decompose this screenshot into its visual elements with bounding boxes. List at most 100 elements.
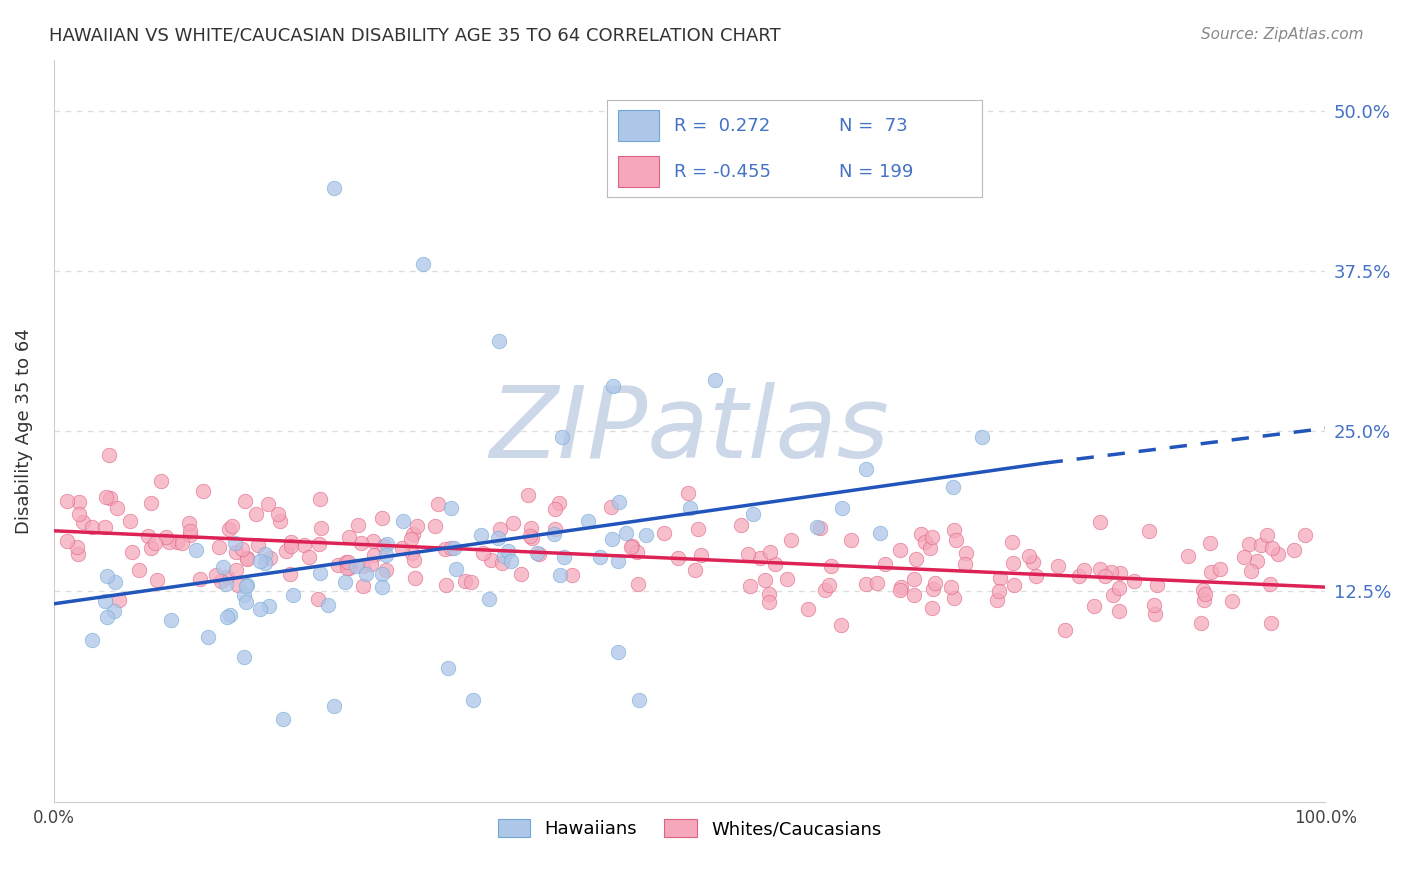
Point bbox=[918, 541, 941, 555]
Point bbox=[166, 535, 188, 549]
Point bbox=[236, 550, 259, 565]
Point bbox=[374, 563, 396, 577]
Point bbox=[274, 544, 297, 558]
Point bbox=[463, 693, 485, 707]
Point bbox=[98, 491, 121, 505]
Point bbox=[434, 542, 457, 557]
Point bbox=[55, 494, 77, 508]
Point bbox=[814, 582, 837, 597]
Point bbox=[218, 522, 240, 536]
Point bbox=[361, 533, 384, 548]
Point bbox=[236, 577, 259, 591]
Point bbox=[245, 508, 267, 522]
Point bbox=[921, 530, 943, 544]
Point bbox=[235, 595, 257, 609]
Point bbox=[921, 601, 943, 615]
Point bbox=[427, 497, 450, 511]
Point bbox=[502, 516, 524, 530]
Point bbox=[214, 577, 236, 591]
Point bbox=[614, 526, 637, 541]
Point bbox=[903, 572, 925, 586]
Point bbox=[683, 563, 706, 577]
Point bbox=[543, 527, 565, 541]
Point bbox=[280, 566, 302, 581]
Point bbox=[806, 520, 828, 534]
Text: ZIPatlas: ZIPatlas bbox=[489, 383, 890, 479]
Point bbox=[225, 544, 247, 558]
Point bbox=[294, 537, 316, 551]
Point bbox=[943, 591, 966, 605]
Point bbox=[758, 545, 780, 559]
Point bbox=[434, 578, 457, 592]
Point bbox=[553, 550, 575, 565]
Point bbox=[344, 559, 367, 574]
Point bbox=[280, 534, 302, 549]
Point bbox=[1194, 587, 1216, 601]
Point bbox=[406, 519, 429, 533]
Point bbox=[678, 500, 700, 515]
Point bbox=[179, 516, 201, 531]
Point bbox=[544, 502, 567, 516]
Point bbox=[1102, 589, 1125, 603]
Legend: Hawaiians, Whites/Caucasians: Hawaiians, Whites/Caucasians bbox=[491, 812, 889, 846]
Point bbox=[606, 553, 628, 567]
Point bbox=[1108, 604, 1130, 618]
Point bbox=[780, 533, 803, 547]
Point bbox=[373, 540, 395, 554]
Point bbox=[371, 580, 394, 594]
Point bbox=[478, 592, 501, 607]
Point bbox=[179, 524, 201, 539]
Point bbox=[606, 645, 628, 659]
Point bbox=[96, 568, 118, 582]
Point bbox=[600, 532, 623, 546]
Point bbox=[399, 532, 422, 546]
Point bbox=[865, 575, 887, 590]
Point bbox=[1246, 554, 1268, 568]
Point bbox=[1199, 536, 1222, 550]
Point bbox=[401, 546, 423, 560]
Point bbox=[280, 539, 302, 553]
Point bbox=[437, 661, 460, 675]
Point bbox=[402, 553, 425, 567]
Point bbox=[236, 552, 259, 566]
Point bbox=[990, 571, 1012, 585]
Point bbox=[257, 599, 280, 614]
Point bbox=[1025, 568, 1047, 582]
Point bbox=[1256, 528, 1278, 542]
Point bbox=[391, 541, 413, 555]
Point bbox=[561, 567, 583, 582]
Point bbox=[496, 544, 519, 558]
Point bbox=[1108, 582, 1130, 596]
Point bbox=[1199, 566, 1222, 580]
Point bbox=[516, 488, 538, 502]
Point bbox=[1046, 559, 1069, 574]
Point bbox=[322, 699, 344, 714]
Point bbox=[146, 573, 169, 587]
Point bbox=[374, 548, 396, 562]
Point bbox=[136, 529, 159, 543]
Point bbox=[1088, 515, 1111, 529]
Point bbox=[510, 566, 533, 581]
Point bbox=[107, 500, 129, 515]
Point bbox=[232, 588, 254, 602]
Point bbox=[690, 549, 713, 563]
Point bbox=[67, 495, 90, 509]
Point bbox=[440, 500, 463, 515]
Point bbox=[1144, 607, 1167, 621]
Point bbox=[742, 507, 765, 521]
Point bbox=[1267, 547, 1289, 561]
Point bbox=[316, 599, 339, 613]
Point bbox=[889, 583, 911, 598]
Point bbox=[326, 558, 349, 573]
Point bbox=[942, 479, 965, 493]
Point bbox=[841, 533, 863, 548]
Point bbox=[831, 500, 853, 515]
Point bbox=[548, 496, 571, 510]
Point bbox=[758, 587, 780, 601]
Point bbox=[337, 555, 360, 569]
Point bbox=[143, 536, 166, 550]
Point bbox=[830, 618, 852, 632]
Point bbox=[160, 613, 183, 627]
Point bbox=[256, 497, 278, 511]
Point bbox=[337, 561, 360, 575]
